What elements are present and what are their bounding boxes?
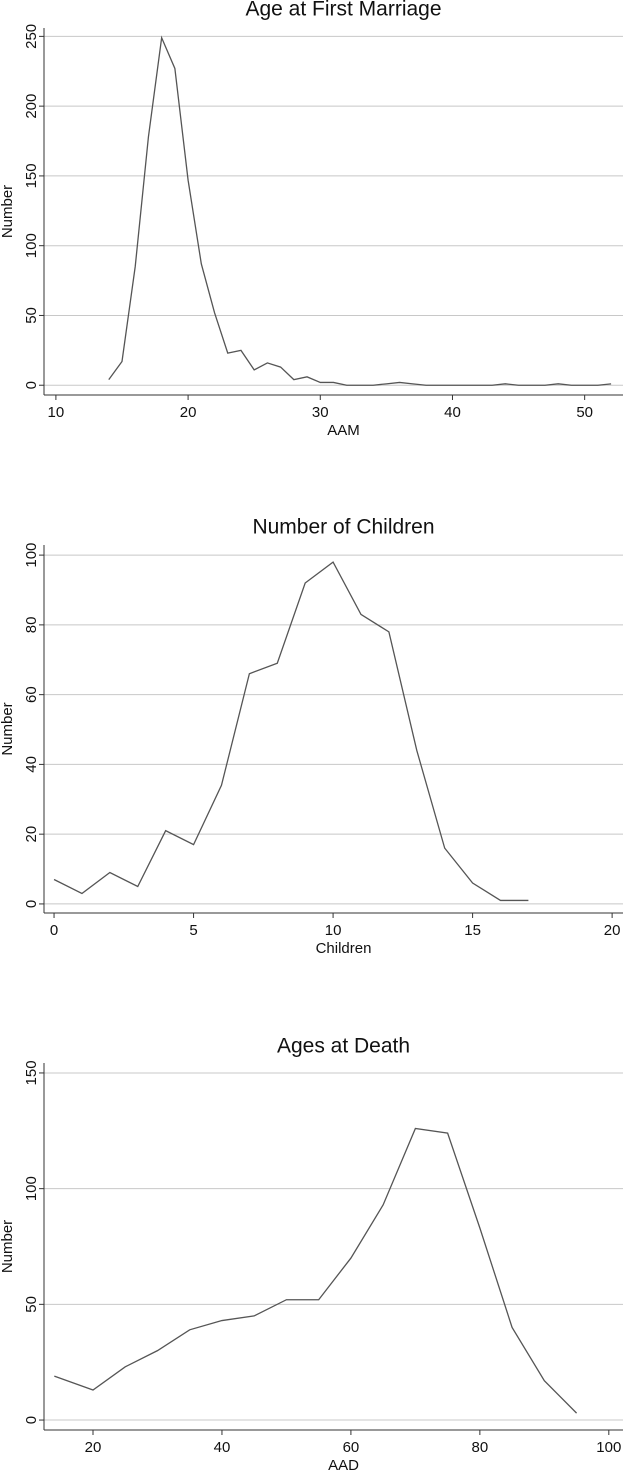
- y-tick-label: 200: [23, 94, 40, 119]
- chart-title: Ages at Death: [277, 1035, 410, 1058]
- y-tick-label: 100: [23, 543, 40, 568]
- data-line: [54, 1127, 578, 1414]
- x-tick-label: 80: [472, 1439, 489, 1456]
- y-axis-title: Number: [0, 185, 16, 238]
- data-line: [53, 561, 529, 902]
- x-tick-label: 50: [576, 404, 593, 421]
- x-tick-label: 20: [85, 1439, 102, 1456]
- x-tick-label: 20: [604, 922, 621, 939]
- y-tick-label: 0: [23, 1416, 40, 1424]
- x-tick-label: 60: [343, 1439, 360, 1456]
- x-tick-label: 30: [312, 404, 329, 421]
- x-tick-label: 40: [444, 404, 461, 421]
- x-tick-label: 5: [189, 922, 197, 939]
- y-tick-label: 0: [23, 900, 40, 908]
- y-tick-label: 50: [23, 1296, 40, 1313]
- x-axis-title: Children: [316, 940, 372, 957]
- y-tick-label: 250: [23, 24, 40, 49]
- y-tick-label: 150: [23, 1060, 40, 1085]
- chart-title: Number of Children: [252, 516, 434, 539]
- x-tick-label: 100: [596, 1439, 621, 1456]
- x-axis-title: AAM: [327, 422, 360, 439]
- y-tick-label: 60: [23, 686, 40, 703]
- x-tick-label: 15: [464, 922, 481, 939]
- x-axis-title: AAD: [328, 1457, 359, 1473]
- x-tick-label: 20: [180, 404, 197, 421]
- y-tick-label: 100: [23, 233, 40, 258]
- y-tick-label: 150: [23, 163, 40, 188]
- x-tick-label: 10: [48, 404, 65, 421]
- y-tick-label: 40: [23, 756, 40, 773]
- y-axis-title: Number: [0, 702, 16, 755]
- x-tick-label: 10: [325, 922, 342, 939]
- y-tick-label: 80: [23, 617, 40, 634]
- y-tick-label: 20: [23, 826, 40, 843]
- y-tick-label: 0: [23, 381, 40, 389]
- y-tick-label: 50: [23, 307, 40, 324]
- y-axis-title: Number: [0, 1220, 16, 1273]
- x-tick-label: 40: [214, 1439, 231, 1456]
- y-tick-label: 100: [23, 1176, 40, 1201]
- data-line: [108, 35, 612, 386]
- x-tick-label: 0: [50, 922, 58, 939]
- chart-title: Age at First Marriage: [245, 0, 441, 21]
